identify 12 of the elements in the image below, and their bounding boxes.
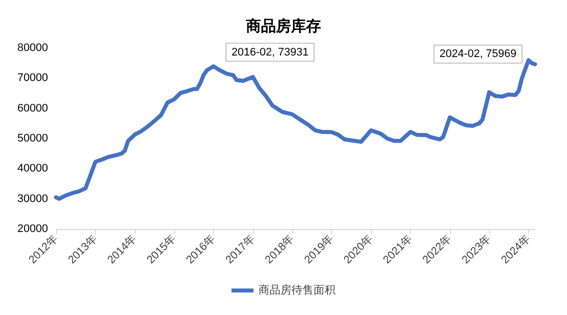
y-tick-label: 40000 [17, 162, 48, 175]
y-tick-label: 70000 [17, 72, 48, 84]
legend-label: 商品房待售面积 [258, 284, 336, 296]
y-tick-label: 50000 [17, 132, 48, 144]
line-series [54, 58, 537, 201]
y-tick-label: 30000 [17, 192, 48, 205]
chart-title: 商品房库存 [245, 17, 321, 35]
annotation: 2024-02, 75969 [439, 48, 517, 60]
y-tick-label: 80000 [17, 42, 48, 54]
annotation: 2016-02, 73931 [232, 46, 309, 58]
y-tick-label: 60000 [17, 102, 48, 114]
y-tick-label: 20000 [17, 223, 48, 235]
